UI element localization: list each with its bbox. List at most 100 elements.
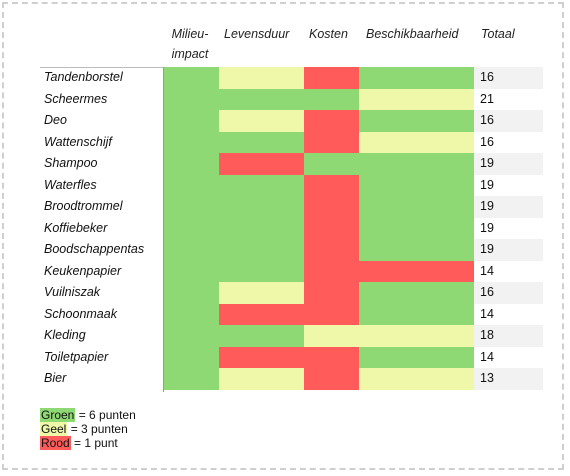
- header-beschikbaarheid: Beschikbaarheid: [366, 27, 459, 41]
- cell-milieu: [164, 217, 219, 239]
- row-label: Toiletpapier: [44, 349, 109, 364]
- cell-beschikbaarheid: [359, 325, 474, 347]
- table-row: Kleding 18: [0, 325, 570, 347]
- legend-groen-text: = 6 punten: [75, 408, 136, 422]
- row-total: 19: [480, 220, 494, 235]
- cell-kosten: [304, 260, 359, 282]
- cell-beschikbaarheid: [359, 196, 474, 218]
- table-row: Keukenpapier 14: [0, 260, 570, 282]
- legend-groen: Groen = 6 punten: [40, 408, 136, 422]
- table-row: Wattenschijf 16: [0, 131, 570, 153]
- cell-kosten: [304, 67, 359, 89]
- cell-milieu: [164, 196, 219, 218]
- table-vertical-divider: [163, 67, 164, 392]
- cell-beschikbaarheid: [359, 217, 474, 239]
- legend-rood-text: = 1 punt: [70, 436, 118, 450]
- row-total: 14: [480, 306, 494, 321]
- legend-groen-swatch: Groen: [40, 408, 76, 422]
- row-label: Waterfles: [44, 177, 97, 192]
- cell-beschikbaarheid: [359, 174, 474, 196]
- row-label: Schoonmaak: [44, 306, 117, 321]
- cell-kosten: [304, 110, 359, 132]
- row-total: 14: [480, 263, 494, 278]
- row-label: Koffiebeker: [44, 220, 108, 235]
- row-total: 16: [474, 67, 543, 89]
- row-label: Broodtrommel: [44, 199, 123, 213]
- table-row: Bier 13: [0, 368, 570, 390]
- legend-geel-text: = 3 punten: [67, 422, 128, 436]
- row-label: Deo: [44, 113, 67, 127]
- cell-beschikbaarheid: [359, 303, 474, 325]
- cell-levensduur: [219, 303, 304, 325]
- row-label: Shampoo: [44, 156, 98, 170]
- row-label: Bier: [44, 371, 67, 385]
- cell-beschikbaarheid: [359, 153, 474, 175]
- row-total: 14: [480, 349, 494, 364]
- cell-kosten: [304, 346, 359, 368]
- cell-beschikbaarheid: [359, 110, 474, 132]
- cell-milieu: [164, 282, 219, 304]
- table-row: Deo 16: [0, 110, 570, 132]
- cell-beschikbaarheid: [359, 131, 474, 153]
- cell-kosten: [304, 88, 359, 110]
- row-label: Scheermes: [44, 91, 108, 106]
- row-label: Boodschappentas: [44, 242, 145, 256]
- cell-milieu: [164, 368, 219, 390]
- cell-kosten: [304, 196, 359, 218]
- header-kosten: Kosten: [309, 27, 348, 41]
- cell-milieu: [164, 260, 219, 282]
- document-frame: [2, 2, 564, 470]
- header-milieu-impact: Milieu- impact: [164, 24, 216, 64]
- table-row: Tandenborstel 16: [0, 67, 570, 89]
- table-row: Waterfles 19: [0, 174, 570, 196]
- cell-milieu: [164, 303, 219, 325]
- cell-levensduur: [219, 260, 304, 282]
- cell-beschikbaarheid: [359, 239, 474, 261]
- header-totaal: Totaal: [481, 27, 515, 41]
- cell-levensduur: [219, 174, 304, 196]
- legend-geel-swatch: Geel: [40, 422, 68, 436]
- cell-levensduur: [219, 325, 304, 347]
- cell-milieu: [164, 67, 219, 89]
- row-label: Vuilniszak: [44, 285, 101, 299]
- table-row: Shampoo 19: [0, 153, 570, 175]
- cell-milieu: [164, 325, 219, 347]
- cell-milieu: [164, 174, 219, 196]
- cell-milieu: [164, 131, 219, 153]
- row-label: Kleding: [44, 328, 86, 342]
- cell-levensduur: [219, 67, 304, 89]
- table-row: Scheermes 21: [0, 88, 570, 110]
- row-label: Keukenpapier: [44, 263, 122, 278]
- cell-kosten: [304, 174, 359, 196]
- table-row: Broodtrommel 19: [0, 196, 570, 218]
- row-total: 13: [474, 368, 543, 390]
- cell-milieu: [164, 88, 219, 110]
- cell-milieu: [164, 346, 219, 368]
- legend-rood-swatch: Rood: [40, 436, 71, 450]
- table-row: Boodschappentas 19: [0, 239, 570, 261]
- row-label: Wattenschijf: [44, 134, 112, 149]
- row-total: 18: [474, 325, 543, 347]
- cell-milieu: [164, 153, 219, 175]
- table-row: Toiletpapier 14: [0, 346, 570, 368]
- row-total: 19: [474, 196, 543, 218]
- cell-levensduur: [219, 282, 304, 304]
- table-row: Koffiebeker 19: [0, 217, 570, 239]
- row-total: 16: [480, 134, 494, 149]
- cell-kosten: [304, 239, 359, 261]
- cell-beschikbaarheid: [359, 260, 474, 282]
- cell-levensduur: [219, 88, 304, 110]
- table-row: Schoonmaak 14: [0, 303, 570, 325]
- row-total: 19: [480, 177, 494, 192]
- legend-geel: Geel = 3 punten: [40, 422, 128, 436]
- row-label: Tandenborstel: [44, 70, 123, 84]
- cell-kosten: [304, 131, 359, 153]
- cell-milieu: [164, 110, 219, 132]
- header-levensduur: Levensduur: [224, 27, 290, 41]
- cell-beschikbaarheid: [359, 368, 474, 390]
- row-total: 21: [480, 91, 494, 106]
- cell-kosten: [304, 303, 359, 325]
- legend-rood: Rood = 1 punt: [40, 436, 118, 450]
- cell-kosten: [304, 153, 359, 175]
- row-total: 16: [474, 282, 543, 304]
